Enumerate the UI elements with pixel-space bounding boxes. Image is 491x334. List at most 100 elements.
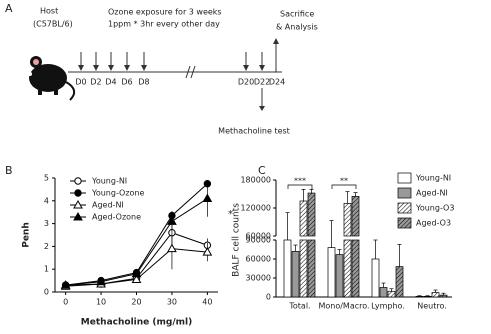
x-tick-label: Total. <box>288 302 310 311</box>
x-tick-label: 40 <box>202 298 212 307</box>
y-axis-label: Penh <box>22 222 32 248</box>
day-label: D4 <box>105 78 116 87</box>
marker <box>60 280 71 289</box>
bar <box>335 254 344 298</box>
legend-marker <box>74 189 82 197</box>
arrow-head <box>108 65 114 71</box>
marker <box>167 243 177 253</box>
bar <box>387 290 396 298</box>
y-tick-label: 4 <box>44 196 49 205</box>
x-tick-label: 10 <box>96 298 106 307</box>
legend-swatch <box>397 187 412 199</box>
bar <box>307 239 316 298</box>
x-axis-label: Methacholine (mg/ml) <box>81 318 192 328</box>
strain-label: (C57BL/6) <box>33 20 73 29</box>
day-label: D8 <box>138 78 149 87</box>
bar <box>351 239 360 298</box>
mouse-icon <box>28 56 76 101</box>
bar <box>343 202 352 237</box>
day-label: D0 <box>75 78 86 87</box>
legend-marker <box>74 177 82 185</box>
marker <box>131 274 142 283</box>
day-label: D6 <box>121 78 132 87</box>
y-tick-label: 2 <box>44 242 49 251</box>
day-label: D20 <box>238 78 254 87</box>
day-label: D24 <box>269 78 285 87</box>
bar <box>299 239 308 298</box>
significance-bracket <box>331 184 357 189</box>
legend-swatch <box>397 202 412 214</box>
day-label: D2 <box>90 78 101 87</box>
legend-label: Aged-Ozone <box>92 213 141 222</box>
x-tick-label: Neutro. <box>417 302 447 311</box>
arrow-head <box>124 65 130 71</box>
marker <box>131 268 142 278</box>
legend-swatch <box>397 217 412 229</box>
bar <box>423 296 432 298</box>
arrow-head <box>141 65 147 71</box>
host-label: Host <box>40 7 58 16</box>
significance-label: *** <box>294 177 306 186</box>
bar <box>327 247 336 298</box>
x-tick-label: 20 <box>131 298 141 307</box>
y-tick-label: 3 <box>44 219 49 228</box>
bar <box>415 296 424 298</box>
legend-marker <box>73 199 83 209</box>
arrow-head <box>243 65 249 71</box>
end-label: Sacrifice <box>280 10 314 19</box>
legend-label: Young-NI <box>91 177 127 186</box>
exposure-label: Ozone exposure for 3 weeks <box>108 8 222 17</box>
bar <box>343 239 352 298</box>
dose-label: 1ppm * 3hr every other day <box>108 20 220 29</box>
legend-label: Aged-NI <box>416 189 448 198</box>
bar <box>379 287 388 298</box>
bar <box>291 251 300 298</box>
panel-label: B <box>5 164 13 177</box>
significance-label: ** <box>340 177 348 186</box>
panel-label: C <box>258 164 266 177</box>
y-tick-label: 60000 <box>246 232 271 241</box>
timeline <box>68 38 282 111</box>
x-tick-label: 30 <box>167 298 177 307</box>
panel-label: A <box>5 2 13 15</box>
end-label: & Analysis <box>276 23 318 32</box>
legend-label: Aged-O3 <box>416 219 451 228</box>
legend-marker <box>73 211 83 221</box>
day-label: D22 <box>254 78 270 87</box>
bar <box>439 294 448 298</box>
y-tick-label: 1 <box>44 265 49 274</box>
y-tick-label: 120000 <box>240 204 271 213</box>
legend-label: Aged-NI <box>92 201 124 210</box>
legend-label: Young-Ozone <box>91 189 145 198</box>
y-tick-label: 90000 <box>246 236 271 245</box>
arrow-head <box>93 65 99 71</box>
test-label: Methacholine test <box>218 127 290 136</box>
y-tick-label: 180000 <box>240 176 271 185</box>
bar <box>299 200 308 237</box>
legend-label: Young-O3 <box>415 204 454 213</box>
y-tick-label: 0 <box>44 288 49 297</box>
bar <box>371 258 380 298</box>
bar <box>283 239 292 298</box>
legend-swatch <box>397 172 412 184</box>
bar <box>395 266 404 298</box>
bar <box>307 192 316 237</box>
arrow-head <box>259 65 265 71</box>
annotation: * <box>228 209 233 220</box>
arrow-head <box>78 65 84 71</box>
y-axis-label: BALF cell counts <box>232 203 242 277</box>
significance-bracket <box>287 184 313 189</box>
x-tick-label: 0 <box>63 298 68 307</box>
marker <box>202 247 213 256</box>
y-tick-label: 0 <box>266 293 271 302</box>
bar <box>351 195 360 237</box>
marker <box>167 216 177 225</box>
marker <box>96 276 106 286</box>
y-tick-label: 30000 <box>246 274 271 283</box>
x-tick-label: Lympho. <box>371 302 405 311</box>
marker <box>202 193 213 203</box>
x-tick-label: Mono/Macro. <box>318 302 369 311</box>
bar <box>431 292 440 298</box>
y-tick-label: 60000 <box>246 255 271 264</box>
